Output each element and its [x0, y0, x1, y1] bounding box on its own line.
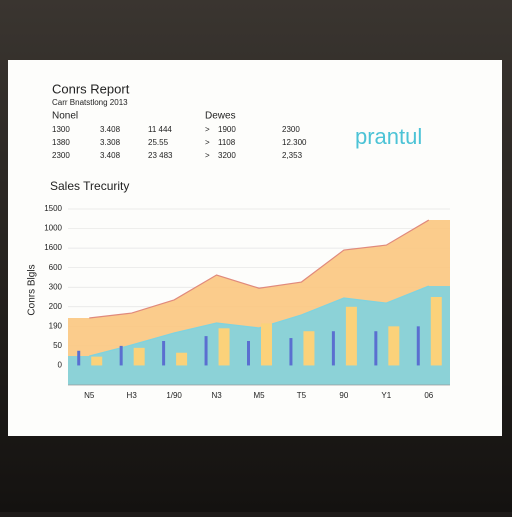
- y-tick-label: 1000: [44, 224, 62, 233]
- chart-title: Sales Trecurity: [50, 179, 129, 193]
- table-cell: 2300: [52, 151, 70, 160]
- bar: [91, 356, 103, 366]
- x-tick-label: N5: [84, 391, 95, 400]
- bar: [416, 326, 420, 366]
- row-marker: >: [205, 138, 210, 147]
- bar: [77, 350, 81, 366]
- table-cell: 3200: [218, 151, 236, 160]
- table-cell: 12.300: [282, 138, 307, 147]
- bar: [303, 331, 315, 366]
- x-tick-label: 90: [339, 391, 348, 400]
- bar: [430, 297, 442, 366]
- bar: [176, 352, 188, 366]
- table-cell: 2300: [282, 125, 300, 134]
- bar: [289, 338, 293, 366]
- x-tick-label: 06: [424, 391, 433, 400]
- bar: [374, 331, 378, 366]
- x-tick-label: N3: [211, 391, 222, 400]
- table-cell: 23 483: [148, 151, 173, 160]
- table-cell: 3.308: [100, 138, 121, 147]
- table-cell: 11 444: [148, 125, 172, 134]
- bar: [247, 341, 250, 366]
- table-cell: 1900: [218, 125, 236, 134]
- y-tick-label: 50: [53, 341, 62, 350]
- report-title: Conrs Report: [52, 81, 130, 96]
- x-tick-label: Y1: [381, 391, 391, 400]
- y-tick-label: 190: [49, 321, 63, 330]
- bar: [345, 306, 357, 366]
- bar: [204, 336, 208, 366]
- x-tick-label: M5: [253, 391, 265, 400]
- row-marker: >: [205, 125, 210, 134]
- table-header: Dewes: [205, 111, 236, 122]
- table-cell: 1380: [52, 138, 70, 147]
- area-line: [89, 219, 430, 319]
- y-axis-label: Conrs Blgls: [27, 264, 38, 315]
- report-subtitle: Carr Bnatstlong 2013: [52, 98, 128, 107]
- y-tick-label: 300: [49, 282, 63, 291]
- bar: [119, 345, 123, 366]
- table-cell: 3.408: [100, 151, 121, 160]
- bar: [388, 326, 400, 366]
- area-line: [89, 285, 430, 357]
- y-tick-label: 0: [58, 361, 63, 370]
- brand: prantul: [355, 124, 422, 149]
- table-cell: 1108: [218, 138, 236, 147]
- table-cell: 3.408: [100, 125, 121, 134]
- x-tick-label: H3: [127, 391, 138, 400]
- table-cell: 1300: [52, 125, 70, 134]
- y-tick-label: 1500: [44, 204, 62, 213]
- bar: [218, 328, 230, 366]
- bar: [133, 347, 145, 366]
- y-tick-label: 1600: [44, 243, 62, 252]
- bar: [331, 331, 335, 366]
- table-cell: 2,353: [282, 151, 303, 160]
- table-header: Nonel: [52, 111, 78, 122]
- row-marker: >: [205, 151, 210, 160]
- y-tick-label: 200: [49, 302, 63, 311]
- x-tick-label: 1/90: [166, 391, 182, 400]
- bar: [261, 323, 272, 366]
- y-tick-label: 600: [49, 263, 63, 272]
- bar: [162, 341, 166, 366]
- x-tick-label: T5: [297, 391, 307, 400]
- table-cell: 25.55: [148, 138, 169, 147]
